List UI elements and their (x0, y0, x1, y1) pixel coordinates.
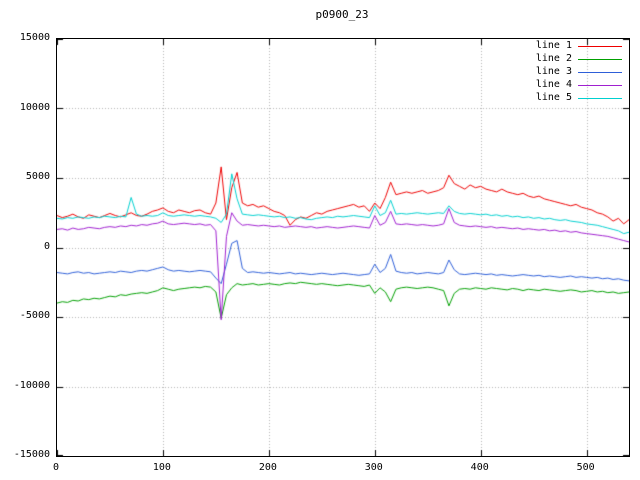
legend-item-line-4: line 4 (536, 79, 622, 91)
y-tick-label: 5000 (25, 171, 50, 182)
legend-label: line 1 (535, 40, 572, 51)
y-tick-label: -10000 (13, 379, 50, 391)
legend-label: line 2 (535, 53, 572, 64)
legend-label: line 5 (535, 92, 572, 103)
y-tick-label: -15000 (13, 449, 50, 460)
legend-line-sample (578, 45, 622, 47)
legend-item-line-2: line 2 (536, 53, 622, 65)
legend-item-line-5: line 5 (536, 92, 622, 104)
legend-line-sample (578, 71, 622, 73)
y-tick-label: 0 (43, 240, 50, 252)
legend-item-line-1: line 1 (536, 40, 622, 52)
legend-line-sample (578, 97, 622, 99)
y-tick-label: 15000 (19, 32, 50, 43)
legend-line-sample (578, 58, 622, 60)
x-tick-label: 200 (258, 462, 277, 473)
legend-line-sample (578, 84, 622, 86)
y-tick-label: -5000 (19, 310, 50, 321)
plot-area (56, 38, 630, 457)
x-tick-label: 300 (364, 462, 383, 473)
legend-item-line-3: line 3 (536, 66, 622, 78)
legend-label: line 4 (535, 79, 572, 90)
plot-canvas (57, 39, 629, 456)
x-tick-label: 100 (152, 462, 171, 473)
chart-title: p0900_23 (315, 8, 369, 21)
x-tick-label: 500 (576, 462, 595, 473)
y-tick-label: 10000 (19, 101, 50, 113)
x-tick-label: 0 (52, 462, 60, 473)
legend: line 1 line 2 line 3 line 4 line 5 (536, 40, 622, 104)
x-tick-label: 400 (470, 462, 489, 473)
legend-label: line 3 (535, 66, 572, 77)
